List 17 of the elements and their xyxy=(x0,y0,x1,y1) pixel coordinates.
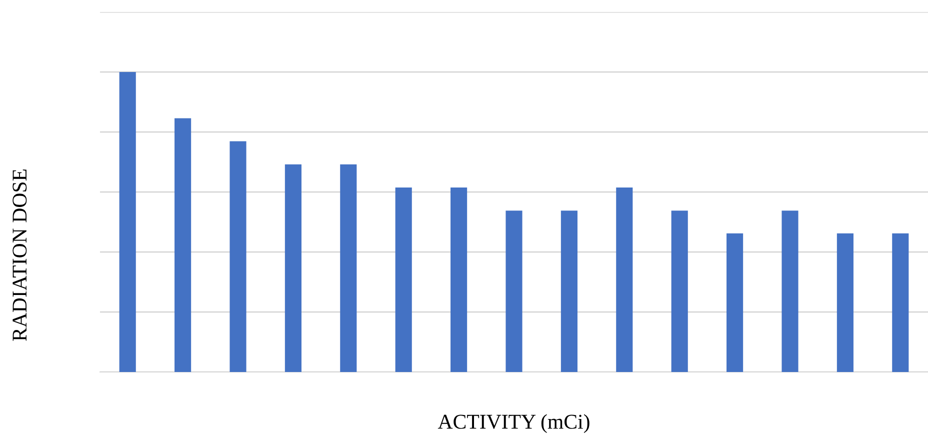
bar xyxy=(340,164,357,372)
bar xyxy=(726,233,744,372)
bar xyxy=(395,188,412,372)
y-axis-title: RADIATION DOSE xyxy=(12,170,27,341)
bar xyxy=(119,72,136,372)
bar xyxy=(836,233,854,372)
bar xyxy=(284,164,302,372)
bar xyxy=(616,188,633,372)
bar xyxy=(506,210,522,372)
x-axis-title: ACTIVITY (mCi) xyxy=(438,414,590,433)
bar xyxy=(560,210,578,372)
bar xyxy=(782,210,798,372)
bar xyxy=(892,233,909,372)
bar xyxy=(450,188,468,372)
bar xyxy=(671,210,688,372)
bar xyxy=(174,118,192,372)
bar xyxy=(230,141,246,372)
